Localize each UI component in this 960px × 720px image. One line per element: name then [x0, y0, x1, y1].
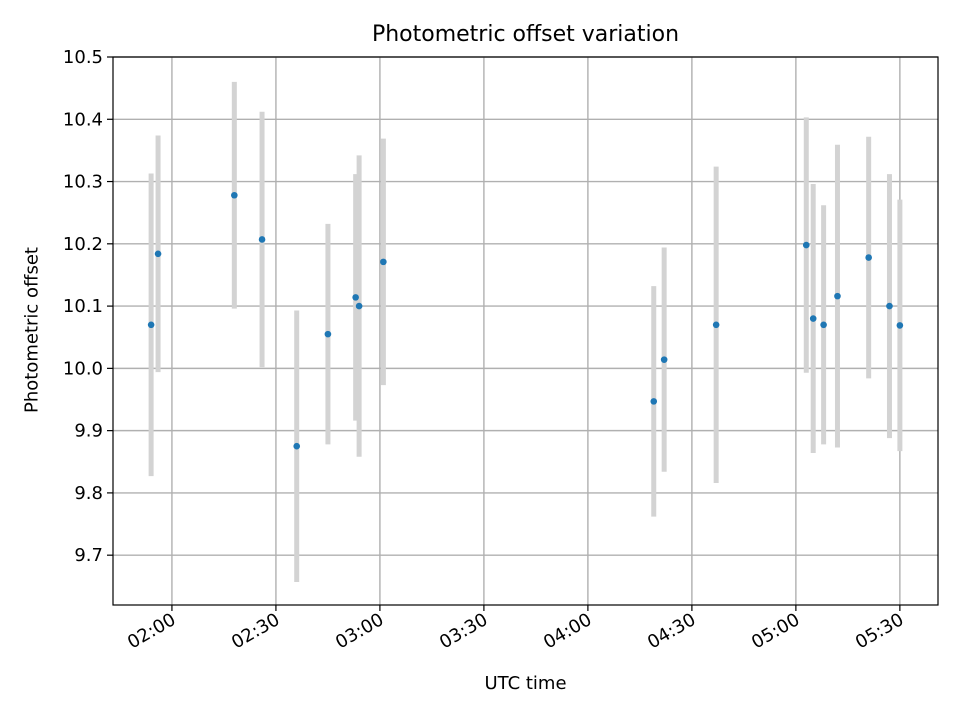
data-points: [147, 191, 904, 450]
data-point: [896, 322, 904, 329]
x-tick-label: 03:00: [332, 609, 387, 653]
data-point: [380, 258, 387, 266]
y-tick-label: 9.9: [74, 421, 103, 442]
data-point: [324, 330, 332, 338]
error-bars: [148, 81, 903, 582]
data-point: [154, 250, 162, 258]
plot-frame: [112, 56, 939, 606]
y-axis-label: Photometric offset: [21, 247, 43, 413]
x-tick-label: 03:30: [436, 609, 491, 653]
data-point: [352, 294, 359, 301]
x-tick-label: 04:00: [540, 609, 595, 653]
y-tick-label: 10.1: [63, 296, 103, 317]
data-point: [809, 315, 817, 322]
y-tick-label: 9.7: [74, 545, 103, 566]
data-point: [820, 321, 827, 329]
data-point: [231, 191, 238, 199]
data-point: [865, 254, 872, 261]
y-tick-label: 10.4: [63, 109, 103, 130]
x-tick-label: 05:00: [748, 609, 803, 653]
grid-lines: [113, 56, 938, 605]
y-tick-label: 10.3: [63, 172, 103, 193]
data-point: [660, 356, 668, 363]
x-tick-label: 05:30: [852, 609, 907, 653]
x-tick-label: 02:00: [124, 609, 179, 653]
data-point: [834, 292, 841, 300]
chart-title: Photometric offset variation: [371, 22, 680, 47]
data-point: [650, 398, 658, 405]
data-point: [293, 442, 301, 450]
axis-ticks: 02:00 02:30 03:00 03:30 04:00 04:30 05:00 05:30…: [63, 47, 907, 653]
data-point: [886, 302, 893, 310]
data-point: [712, 321, 720, 329]
data-point: [147, 321, 155, 329]
y-tick-label: 10.2: [63, 234, 103, 255]
data-point: [802, 241, 810, 249]
y-tick-label: 9.8: [74, 483, 103, 504]
data-point: [355, 302, 363, 310]
x-tick-label: 04:30: [644, 609, 699, 653]
y-tick-label: 10.5: [63, 47, 103, 68]
data-point: [258, 236, 266, 243]
x-axis-label: UTC time: [484, 673, 567, 694]
x-tick-label: 02:30: [228, 609, 283, 653]
y-tick-label: 10.0: [63, 358, 103, 379]
